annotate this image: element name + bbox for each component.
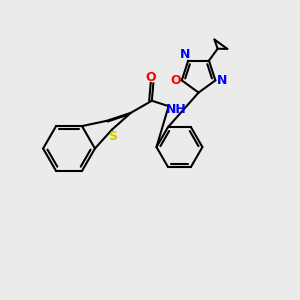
Text: NH: NH bbox=[166, 103, 186, 116]
Text: N: N bbox=[217, 74, 227, 87]
Text: S: S bbox=[108, 130, 117, 142]
Text: O: O bbox=[145, 71, 156, 84]
Text: N: N bbox=[180, 48, 190, 61]
Text: O: O bbox=[171, 74, 181, 87]
